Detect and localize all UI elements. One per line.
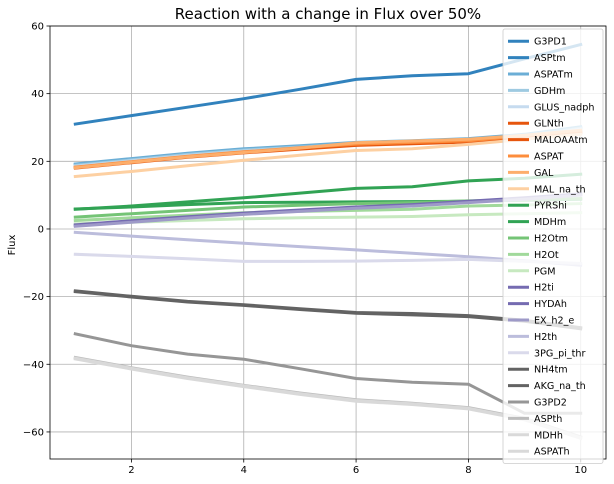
legend-label: MAL_na_th	[534, 184, 586, 195]
legend-label: G3PD1	[534, 37, 567, 48]
series-layer	[73, 42, 583, 441]
legend-label: HYDAh	[534, 299, 567, 310]
legend-label: AKG_na_th	[534, 381, 586, 392]
legend-label: 3PG_pi_thr	[534, 348, 586, 359]
legend-label: ASPATm	[534, 70, 573, 81]
series-line-ASPATh	[73, 357, 583, 441]
legend-label: GLNth	[534, 119, 564, 130]
legend-label: GAL	[534, 168, 554, 179]
x-tick-label: 10	[574, 465, 587, 476]
series-line-GAL	[73, 128, 583, 170]
legend-label: PGM	[534, 266, 556, 277]
plot-frame	[49, 25, 607, 460]
legend-label: MDHh	[534, 430, 563, 441]
x-tick-label: 8	[465, 465, 471, 476]
legend-box	[502, 28, 604, 464]
series-line-H2th	[73, 230, 583, 267]
legend-label: GDHm	[534, 86, 565, 97]
legend-label: H2ti	[534, 283, 554, 294]
y-tick-label: −20	[23, 292, 44, 303]
y-tick-label: 60	[31, 22, 44, 33]
y-tick-label: 40	[31, 89, 44, 100]
x-tick-label: 6	[353, 465, 359, 476]
legend-label: NH4tm	[534, 365, 568, 376]
legend-label: ASPth	[534, 414, 562, 425]
legend-label: MALOAAtm	[534, 135, 588, 146]
y-tick-label: 0	[38, 224, 44, 235]
series-line-MAL_na_th	[73, 132, 583, 179]
y-tick-label: −60	[23, 427, 44, 438]
series-line-G3PD2	[73, 332, 583, 415]
legend-label: PYRShi	[534, 201, 567, 212]
series-line-EX_h2_e	[73, 193, 583, 228]
legend-label: GLUS_nadph	[534, 102, 594, 113]
series-line-PYRShi	[73, 172, 583, 211]
legend-label: ASPAT	[534, 152, 564, 163]
legend-label: EX_h2_e	[534, 316, 574, 327]
y-axis-label: Flux	[7, 235, 18, 256]
legend: G3PD1 ASPtm ASPATm GDHm GLUS_nadph GLNth MALOA…	[502, 28, 604, 464]
x-tick-label: 4	[241, 465, 247, 476]
chart-title: Reaction with a change in Flux over 50%	[175, 5, 481, 23]
legend-label: H2Otm	[534, 234, 568, 245]
y-tick-label: 20	[31, 157, 44, 168]
legend-label: ASPATh	[534, 447, 570, 458]
y-tick-label: −40	[23, 360, 44, 371]
series-line-G3PD1	[73, 42, 583, 126]
legend-label: MDHm	[534, 217, 566, 228]
x-tick-label: 2	[128, 465, 134, 476]
legend-label: H2Ot	[534, 250, 559, 261]
axis-ticks: 2 4 6 8 10 −60 −40 −20 0 20 40 60	[23, 22, 587, 477]
legend-label: H2th	[534, 332, 557, 343]
legend-label: G3PD2	[534, 398, 567, 409]
legend-label: ASPtm	[534, 53, 566, 64]
series-line-3PG_pi_thr	[73, 252, 583, 266]
series-line-AKG_na_th	[73, 289, 583, 330]
